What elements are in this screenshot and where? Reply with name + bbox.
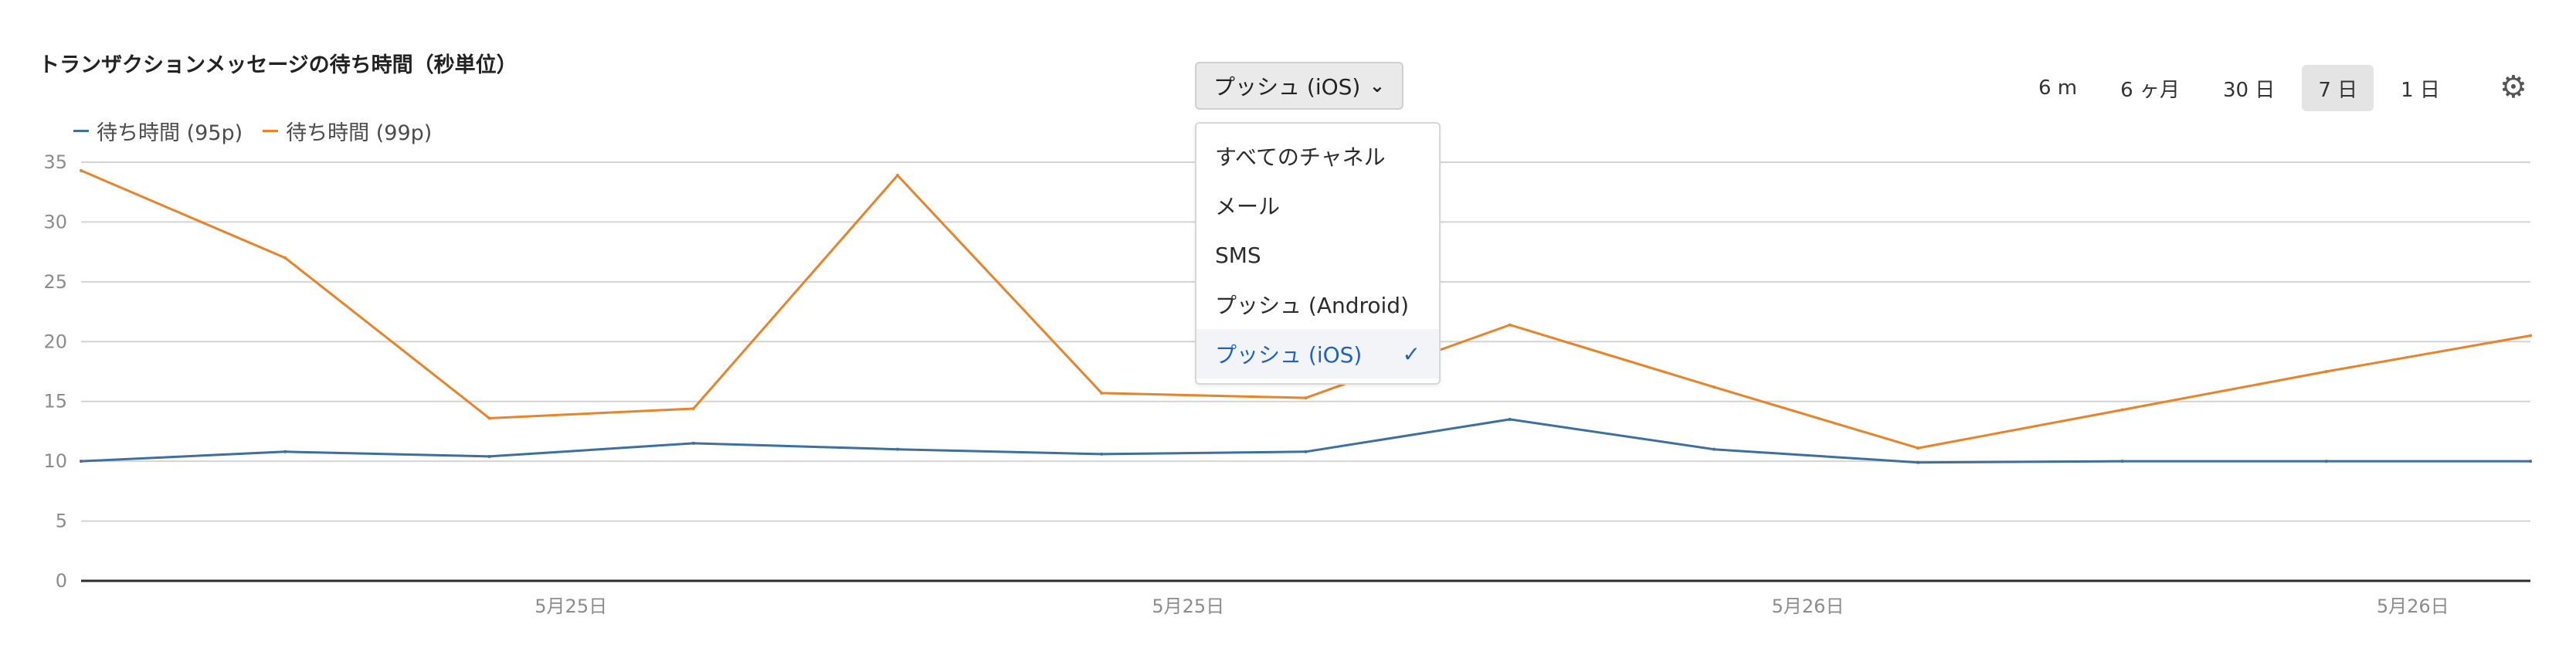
- menu-item-email[interactable]: メール: [1196, 181, 1439, 230]
- legend-swatch-99p: [263, 130, 279, 132]
- menu-item-label: すべてのチャネル: [1215, 144, 1386, 170]
- data-point: [896, 447, 899, 451]
- menu-item-label: プッシュ (iOS): [1215, 342, 1363, 368]
- data-point: [2324, 460, 2328, 463]
- x-tick-label: 5月25日: [535, 596, 607, 617]
- data-point: [283, 256, 287, 260]
- y-tick-label: 20: [43, 331, 67, 352]
- data-point: [1304, 450, 1308, 453]
- menu-item-all-channels[interactable]: すべてのチャネル: [1196, 131, 1439, 181]
- x-tick-label: 5月26日: [1772, 596, 1845, 617]
- data-point: [283, 450, 287, 453]
- series-line-95p: [80, 418, 2530, 464]
- y-tick-label: 10: [43, 450, 67, 472]
- data-point: [1100, 391, 1104, 395]
- menu-item-push-ios[interactable]: プッシュ (iOS) ✓: [1196, 329, 1439, 378]
- menu-item-label: メール: [1215, 194, 1281, 219]
- chevron-down-icon: ⌄: [1369, 75, 1385, 97]
- range-7days-button[interactable]: 7 日: [2302, 65, 2374, 111]
- checkmark-icon: ✓: [1402, 341, 1420, 367]
- data-point: [487, 416, 491, 420]
- channel-dropdown[interactable]: プッシュ (iOS) ⌄: [1195, 62, 1403, 110]
- menu-item-push-android[interactable]: プッシュ (Android): [1196, 280, 1439, 329]
- legend-label-99p: 待ち時間 (99p): [286, 121, 433, 145]
- menu-item-label: プッシュ (Android): [1215, 293, 1410, 318]
- legend-item-95p[interactable]: 待ち時間 (95p): [73, 116, 243, 146]
- range-6m-button[interactable]: 6 m: [2038, 76, 2078, 100]
- data-point: [2120, 460, 2124, 463]
- channel-dropdown-label: プッシュ (iOS): [1213, 74, 1361, 100]
- time-range-selector: 6 m 6 ヶ月 30 日 7 日 1 日: [2022, 65, 2456, 111]
- data-point: [1100, 452, 1104, 456]
- data-point: [1712, 447, 1716, 451]
- y-tick-label: 30: [43, 211, 67, 232]
- data-point: [1712, 385, 1716, 389]
- chart-legend: 待ち時間 (95p) 待ち時間 (99p): [73, 116, 432, 146]
- x-tick-label: 5月25日: [1152, 596, 1224, 617]
- y-tick-label: 35: [43, 151, 67, 173]
- data-point: [2529, 334, 2532, 338]
- data-point: [896, 174, 899, 178]
- y-tick-label: 25: [43, 271, 67, 293]
- menu-item-sms[interactable]: SMS: [1196, 230, 1439, 280]
- y-tick-label: 5: [56, 511, 67, 532]
- data-point: [2324, 370, 2328, 373]
- data-point: [1508, 323, 1512, 327]
- data-point: [80, 168, 83, 172]
- x-tick-label: 5月26日: [2377, 596, 2449, 617]
- data-point: [2120, 408, 2124, 412]
- gear-icon[interactable]: ⚙: [2500, 70, 2527, 105]
- data-point: [80, 460, 83, 463]
- data-point: [691, 407, 695, 411]
- channel-menu: すべてのチャネル メール SMS プッシュ (Android) プッシュ (iO…: [1195, 122, 1441, 385]
- chart-title: トランザクションメッセージの待ち時間（秒単位）: [39, 53, 518, 77]
- data-point: [1304, 396, 1308, 400]
- data-point: [1916, 460, 1920, 464]
- data-point: [691, 441, 695, 445]
- data-point: [1508, 417, 1512, 421]
- range-30days-button[interactable]: 30 日: [2222, 78, 2276, 102]
- y-tick-label: 15: [43, 391, 67, 412]
- data-point: [2529, 460, 2532, 463]
- range-6months-button[interactable]: 6 ヶ月: [2120, 78, 2180, 102]
- data-point: [1916, 446, 1920, 450]
- legend-swatch-95p: [73, 130, 89, 132]
- range-1day-button[interactable]: 1 日: [2401, 78, 2440, 102]
- data-point: [487, 454, 491, 458]
- y-tick-label: 0: [56, 570, 67, 592]
- legend-label-95p: 待ち時間 (95p): [97, 121, 243, 145]
- menu-item-label: SMS: [1215, 242, 1261, 268]
- legend-item-99p[interactable]: 待ち時間 (99p): [263, 116, 432, 146]
